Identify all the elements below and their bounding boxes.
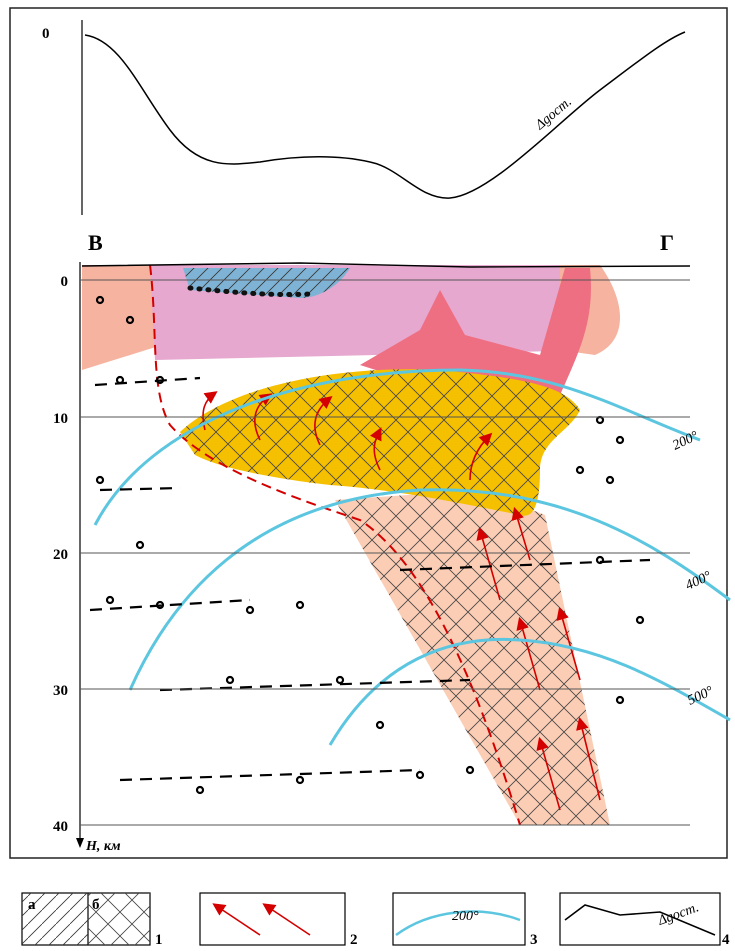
legend-number: 2 [350, 932, 358, 948]
legend-sample: 200° [452, 909, 479, 924]
legend-number: 1 [155, 932, 163, 948]
legend-sublabel: а [28, 897, 36, 913]
isotherm-label: 400° [683, 569, 714, 594]
depth-tick-label: 30 [53, 683, 68, 699]
depth-tick-label: 0 [61, 274, 69, 290]
profile-zero: 0 [42, 26, 50, 42]
depth-tick-label: 20 [53, 547, 68, 563]
right-label: Г [660, 230, 674, 255]
isotherm-label: 200° [670, 429, 701, 454]
left-label: В [88, 230, 103, 255]
legend-number: 4 [722, 932, 730, 948]
diagram: 0 Δgост. В Г 200° 400° 500° [0, 0, 735, 951]
legend [22, 893, 720, 945]
curve-label: Δgост. [532, 94, 575, 133]
legend-sample: Δgост. [655, 900, 701, 929]
sediment-zone [82, 265, 162, 370]
depth-tick-label: 10 [53, 411, 68, 427]
channel-hatch [335, 490, 610, 825]
legend-number: 3 [530, 932, 538, 948]
depth-tick-label: 40 [53, 819, 68, 835]
gravity-curve [85, 32, 685, 198]
legend-sublabel: б [92, 897, 100, 913]
depth-axis-label: H, км [85, 839, 121, 854]
